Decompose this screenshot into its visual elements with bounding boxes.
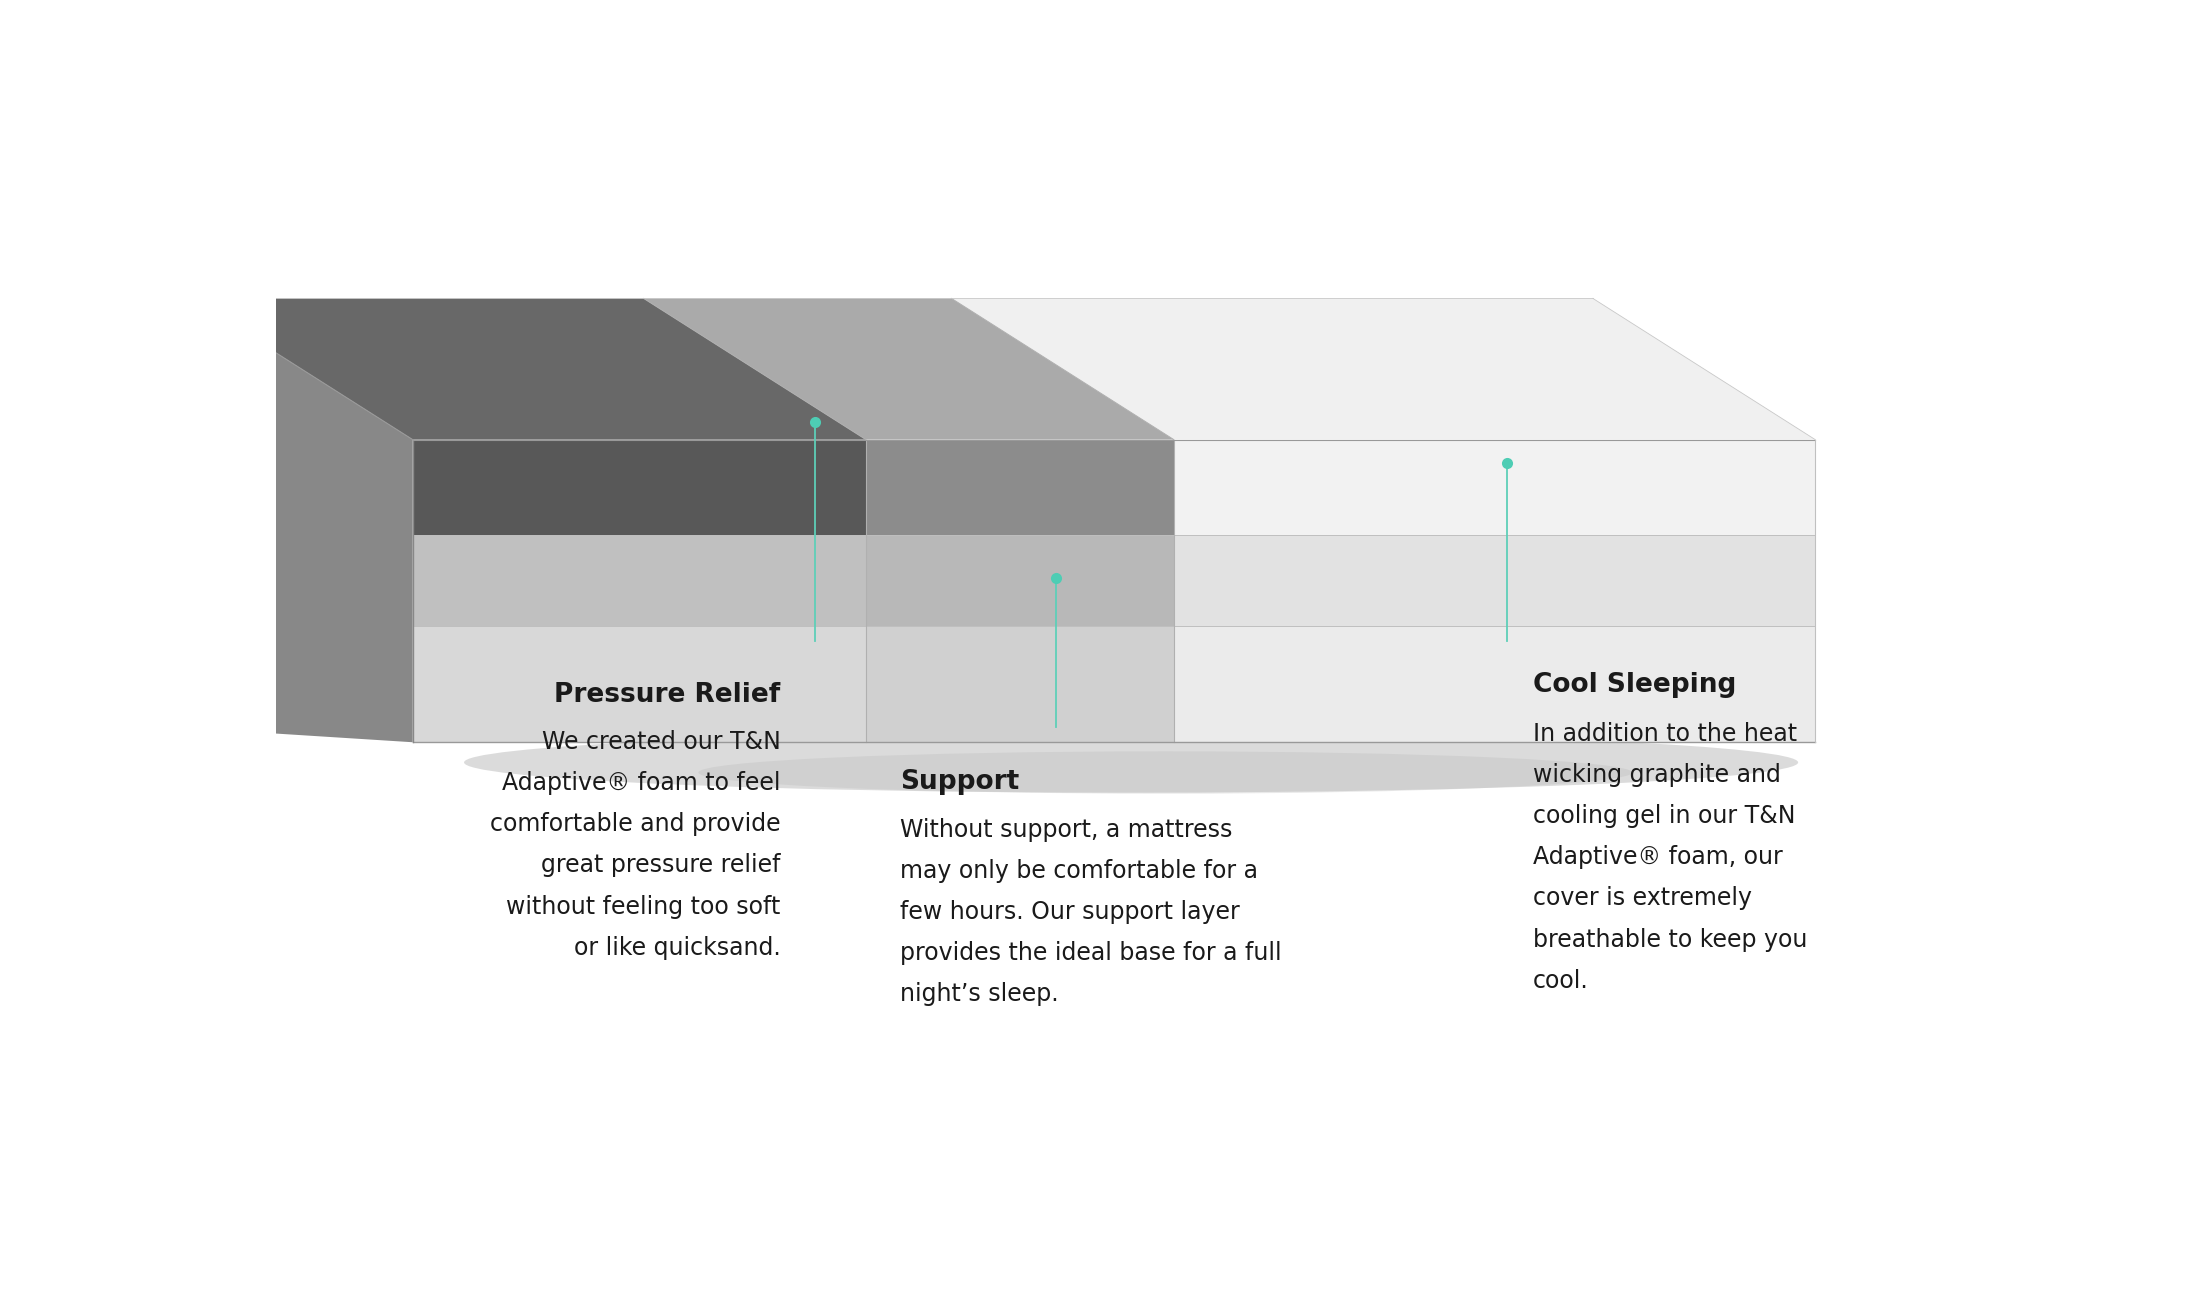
Ellipse shape	[697, 752, 1633, 794]
Polygon shape	[413, 626, 865, 743]
Text: Pressure Relief: Pressure Relief	[554, 681, 781, 707]
Polygon shape	[413, 536, 865, 626]
Polygon shape	[190, 299, 413, 743]
Text: We created our T&N
Adaptive® foam to feel
comfortable and provide
great pressure: We created our T&N Adaptive® foam to fee…	[490, 730, 781, 960]
Polygon shape	[865, 626, 1174, 743]
Ellipse shape	[463, 732, 1799, 793]
Text: Cool Sleeping: Cool Sleeping	[1534, 672, 1737, 698]
Polygon shape	[644, 299, 1174, 440]
Polygon shape	[1174, 626, 1814, 743]
Text: Without support, a mattress
may only be comfortable for a
few hours. Our support: Without support, a mattress may only be …	[900, 817, 1282, 1006]
Polygon shape	[1174, 440, 1814, 536]
Polygon shape	[190, 299, 865, 440]
Polygon shape	[865, 536, 1174, 626]
Polygon shape	[1174, 536, 1814, 626]
Text: In addition to the heat
wicking graphite and
cooling gel in our T&N
Adaptive® fo: In addition to the heat wicking graphite…	[1534, 722, 1808, 993]
Text: Support: Support	[900, 769, 1020, 795]
Polygon shape	[951, 299, 1814, 440]
Polygon shape	[865, 440, 1174, 536]
Polygon shape	[413, 440, 865, 536]
